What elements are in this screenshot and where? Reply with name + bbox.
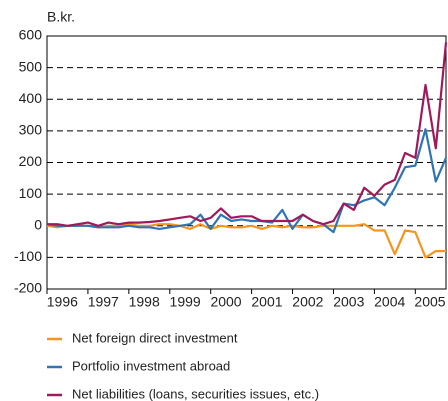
y-tick-label: 200: [19, 153, 43, 169]
series-line: [46, 223, 446, 259]
series-line: [47, 42, 448, 227]
y-tick-label: -200: [14, 280, 42, 296]
plot-frame: [46, 35, 447, 290]
legend-label: Net liabilities (loans, securities issue…: [72, 386, 319, 401]
legend: Net foreign direct investment Portfolio i…: [47, 330, 319, 401]
x-tick-label: 1997: [88, 294, 119, 310]
legend-label: Net foreign direct investment: [72, 330, 238, 345]
y-tick-label: 400: [19, 90, 43, 106]
legend-label: Portfolio investment abroad: [72, 358, 230, 373]
x-tick-label: 2003: [333, 294, 364, 310]
x-tick-label: 1999: [170, 294, 201, 310]
y-axis-label: B.kr.: [47, 9, 75, 25]
x-tick-label: 2004: [374, 294, 405, 310]
series-line: [46, 128, 448, 234]
x-tick-label: 2005: [414, 294, 445, 310]
y-tick-label: 100: [19, 185, 43, 201]
y-tick-label: 500: [19, 58, 43, 74]
y-tick-label: 0: [34, 216, 42, 232]
y-tick-label: 600: [19, 27, 43, 43]
y-tick-label: 300: [19, 122, 43, 138]
x-tick-label: 2002: [292, 294, 323, 310]
x-tick-label: 2001: [251, 294, 282, 310]
x-tick-label: 2000: [210, 294, 241, 310]
x-tick-label: 1998: [129, 294, 160, 310]
y-tick-label: -100: [14, 248, 42, 264]
x-tick-label: 1996: [47, 294, 78, 310]
